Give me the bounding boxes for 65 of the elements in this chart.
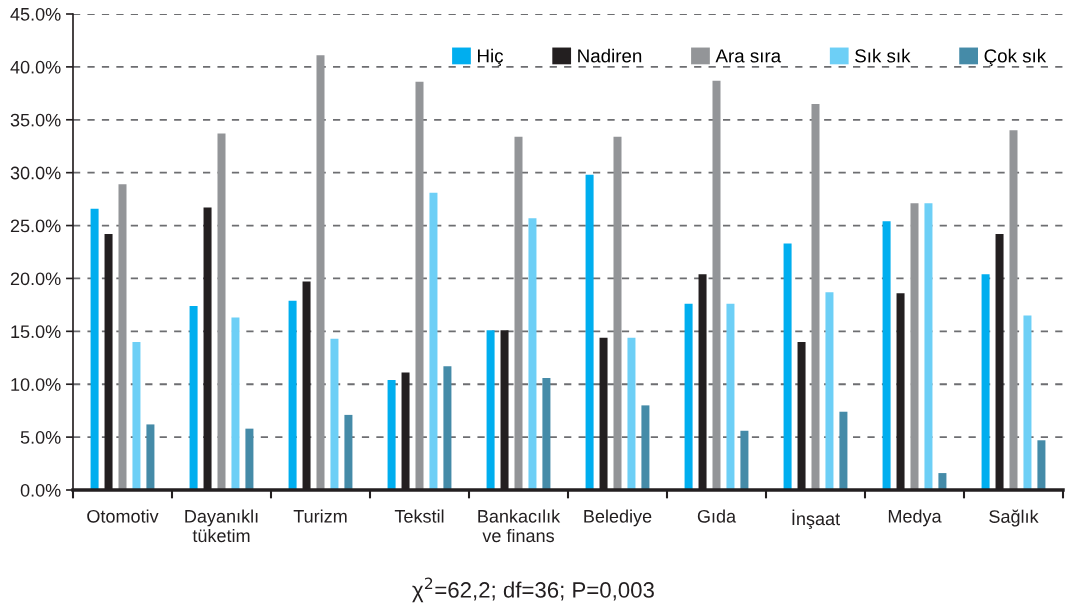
x-tick-label: Medya	[888, 509, 942, 527]
bar	[542, 377, 551, 490]
x-tick-label: Tekstil	[394, 509, 444, 523]
bar	[1037, 440, 1046, 490]
y-tick-label: 45.0%	[10, 7, 61, 21]
bar	[684, 303, 693, 490]
x-tick-label: Otomotiv	[87, 509, 159, 523]
bar	[882, 221, 891, 490]
legend-label: Sık sık	[855, 48, 911, 63]
x-tick-label: İnşaat	[792, 509, 840, 529]
y-tick-label: 15.0%	[11, 325, 61, 339]
bar	[288, 300, 297, 490]
y-tick-label: 5.0%	[20, 431, 61, 444]
bar	[910, 203, 919, 490]
legend-label: Ara sıra	[715, 49, 782, 63]
bar	[344, 414, 353, 490]
legend-label: Hiç	[478, 48, 504, 67]
y-tick-label: 30.0%	[10, 166, 61, 180]
bar	[924, 203, 933, 490]
bar	[740, 430, 749, 490]
bar	[189, 305, 198, 490]
x-tick-label: Gıda	[697, 509, 737, 523]
bar	[443, 366, 452, 490]
bar	[627, 337, 636, 490]
bar	[641, 405, 650, 490]
y-tick-label: 40.0%	[10, 60, 61, 74]
bar	[514, 136, 523, 490]
bar	[613, 136, 622, 490]
bar	[132, 341, 141, 490]
bar	[528, 218, 537, 490]
bar	[231, 317, 240, 490]
x-tick-label: Belediye	[584, 509, 652, 527]
bar	[245, 428, 254, 490]
bar	[217, 133, 226, 490]
bar	[486, 330, 495, 490]
y-tick-label: 0.0%	[20, 483, 61, 497]
x-tick-label: Dayanıklı tüketim	[185, 509, 258, 543]
x-tick-label: Bankacılık ve finans	[478, 509, 561, 543]
bar	[839, 411, 848, 490]
bar	[1023, 315, 1032, 490]
bar	[330, 338, 339, 490]
bar	[585, 174, 594, 490]
bar	[146, 424, 155, 490]
y-tick-label: 20.0%	[10, 272, 61, 286]
bar	[118, 184, 127, 490]
bar	[726, 303, 735, 490]
bar	[90, 208, 99, 490]
x-tick-label: Sağlık	[989, 509, 1039, 527]
bar	[387, 379, 396, 490]
y-tick-label: 25.0%	[10, 219, 61, 233]
legend-label: Nadiren	[578, 48, 642, 63]
legend-label: Çok sık	[984, 48, 1047, 67]
bar	[783, 243, 792, 490]
bar	[415, 81, 424, 490]
bar	[316, 55, 325, 490]
text: χ$^{2}$=62,2; df=36; P=0,003	[412, 577, 654, 603]
bar	[1009, 130, 1018, 490]
bar	[712, 80, 721, 490]
bar	[981, 274, 990, 490]
bar	[429, 192, 438, 490]
bar	[825, 292, 834, 490]
bar	[811, 103, 820, 490]
y-tick-label: 35.0%	[10, 113, 61, 127]
y-tick-label: 10.0%	[11, 378, 61, 391]
x-tick-label: Turizm	[293, 509, 347, 523]
